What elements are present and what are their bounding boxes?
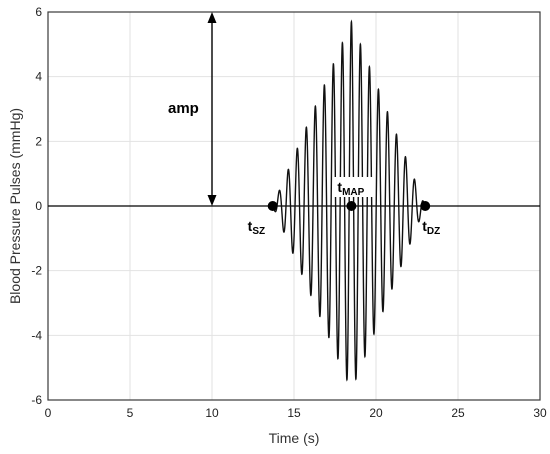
y-tick-label: 6 bbox=[35, 5, 42, 19]
x-tick-label: 10 bbox=[205, 406, 219, 420]
amp-arrow bbox=[207, 12, 217, 206]
marker-label-dz: tDZ bbox=[422, 218, 440, 237]
y-axis-label: Blood Pressure Pulses (mmHg) bbox=[7, 108, 23, 304]
marker-map bbox=[346, 201, 357, 211]
marker-label-subscript: DZ bbox=[427, 226, 440, 237]
y-tick-label: 4 bbox=[35, 70, 42, 84]
marker-label-bg bbox=[334, 177, 375, 197]
y-tick-label: 2 bbox=[35, 134, 42, 148]
marker-label-subscript: SZ bbox=[252, 226, 265, 237]
marker-label-main: t bbox=[422, 218, 427, 234]
x-tick-label: 20 bbox=[369, 406, 383, 420]
pulse-signal-line bbox=[272, 19, 426, 382]
marker-label-subscript: MAP bbox=[342, 187, 365, 198]
y-tick-label: -4 bbox=[31, 328, 42, 342]
amp-label: amp bbox=[168, 100, 199, 117]
marker-label-main: t bbox=[248, 218, 253, 234]
y-tick-label: -2 bbox=[31, 264, 42, 278]
marker-label-main: t bbox=[337, 179, 342, 195]
marker-label-map: tMAP bbox=[337, 179, 364, 198]
x-tick-labels: 0 5 10 15 20 25 30 bbox=[45, 406, 547, 420]
y-tick-label: -6 bbox=[31, 393, 42, 407]
marker-dz bbox=[420, 201, 431, 211]
x-tick-label: 0 bbox=[45, 406, 52, 420]
marker-label-sz: tSZ bbox=[248, 218, 265, 237]
amp-arrow-head-bottom bbox=[207, 195, 217, 206]
marker-sz bbox=[267, 201, 278, 211]
amp-arrow-head-top bbox=[207, 12, 217, 23]
x-axis-label: Time (s) bbox=[269, 430, 320, 446]
y-tick-labels: -6 -4 -2 0 2 4 6 bbox=[31, 5, 42, 407]
x-tick-label: 5 bbox=[127, 406, 134, 420]
x-tick-label: 15 bbox=[287, 406, 301, 420]
y-tick-label: 0 bbox=[35, 199, 42, 213]
x-tick-label: 30 bbox=[533, 406, 547, 420]
x-tick-label: 25 bbox=[451, 406, 465, 420]
